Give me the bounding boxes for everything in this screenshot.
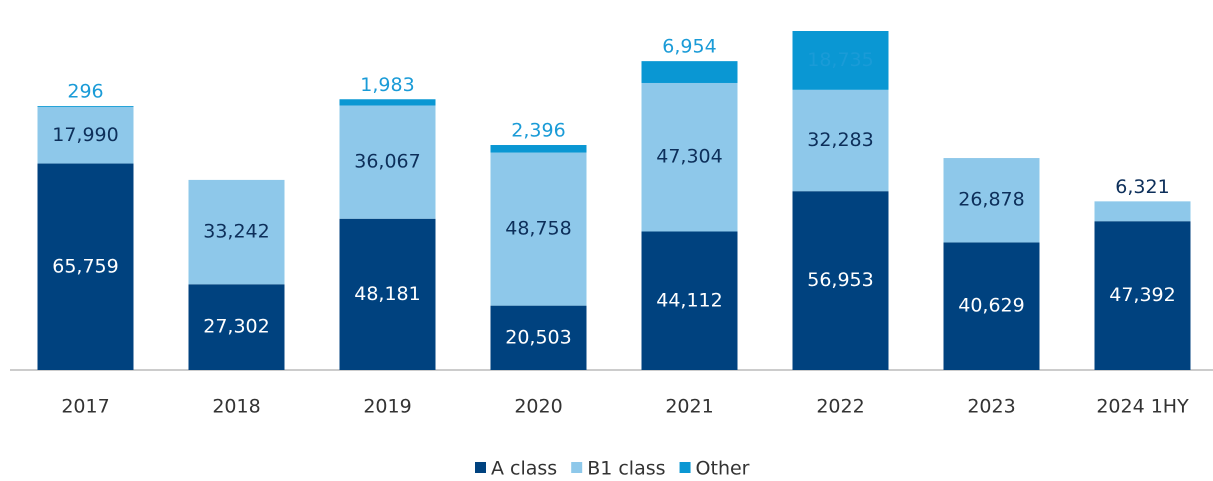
data-label: 33,242 — [203, 221, 269, 243]
data-label: 47,304 — [656, 146, 722, 168]
bar-segment — [1094, 201, 1191, 222]
x-tick-label: 2018 — [212, 396, 260, 418]
data-label: 44,112 — [656, 289, 722, 311]
bar-segment — [339, 105, 436, 219]
data-label: 6,954 — [662, 36, 716, 58]
legend-swatch — [475, 462, 486, 473]
x-tick-label: 2024 1HY — [1096, 396, 1189, 418]
bar-segment — [641, 231, 738, 370]
data-label: 56,953 — [807, 269, 873, 291]
x-tick-label: 2022 — [816, 396, 864, 418]
bar-segment — [490, 145, 587, 153]
legend-label: B1 class — [587, 458, 665, 480]
data-label: 32,283 — [807, 129, 873, 151]
data-label: 2,396 — [511, 120, 565, 142]
bar-segment — [792, 31, 889, 90]
bar-segment — [37, 163, 134, 370]
x-tick-label: 2023 — [967, 396, 1015, 418]
bar-segment — [339, 218, 436, 370]
data-label: 18,735 — [807, 49, 873, 71]
bar-segment — [641, 82, 738, 232]
legend-label: Other — [696, 458, 750, 480]
data-label: 40,629 — [958, 295, 1024, 317]
bar-segment — [943, 242, 1040, 370]
data-label: 6,321 — [1115, 176, 1169, 198]
data-label: 20,503 — [505, 326, 571, 348]
bar-segment — [1094, 221, 1191, 370]
bar-segment — [490, 152, 587, 306]
bar-segment — [792, 89, 889, 192]
data-label: 65,759 — [52, 255, 118, 277]
x-tick-label: 2017 — [61, 396, 109, 418]
bar-segment — [188, 284, 285, 370]
x-tick-label: 2019 — [363, 396, 411, 418]
data-label: 36,067 — [354, 151, 420, 173]
bar-segment — [37, 106, 134, 108]
x-tick-label: 2021 — [665, 396, 713, 418]
bar-segment — [490, 305, 587, 370]
data-label: 1,983 — [360, 74, 414, 96]
bar-segment — [37, 107, 134, 164]
bar-segment — [188, 179, 285, 285]
data-label: 17,990 — [52, 124, 118, 146]
data-label: 48,181 — [354, 283, 420, 305]
bar-segment — [943, 158, 1040, 243]
bar-segment — [339, 99, 436, 106]
data-label: 48,758 — [505, 218, 571, 240]
data-label: 27,302 — [203, 316, 269, 338]
bar-segment — [641, 61, 738, 83]
legend-swatch — [571, 462, 583, 473]
legend-swatch — [679, 462, 691, 473]
x-tick-label: 2020 — [514, 396, 562, 418]
bar-segment — [792, 191, 889, 370]
legend-label: A class — [491, 458, 557, 480]
data-label: 47,392 — [1109, 284, 1175, 306]
data-label: 26,878 — [958, 189, 1024, 211]
data-label: 296 — [67, 81, 103, 103]
